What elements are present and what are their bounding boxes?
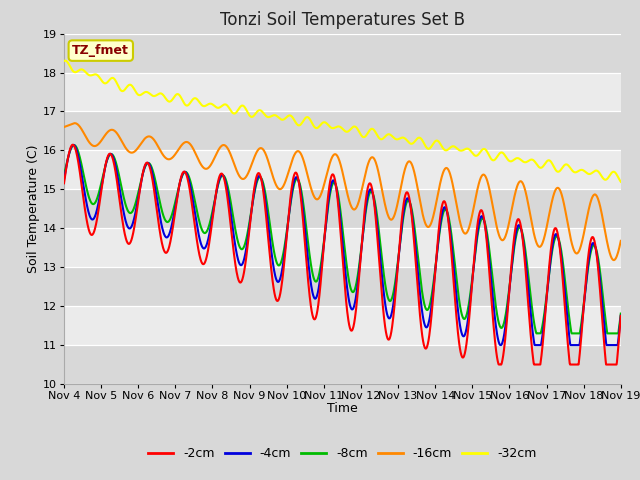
Bar: [64, 267, 621, 306]
Bar: [64, 189, 621, 228]
Bar: [64, 34, 621, 72]
Text: TZ_fmet: TZ_fmet: [72, 44, 129, 57]
Bar: [64, 111, 621, 150]
Bar: [64, 150, 621, 189]
Bar: [64, 228, 621, 267]
Bar: [64, 345, 621, 384]
Legend: -2cm, -4cm, -8cm, -16cm, -32cm: -2cm, -4cm, -8cm, -16cm, -32cm: [143, 443, 541, 465]
Title: Tonzi Soil Temperatures Set B: Tonzi Soil Temperatures Set B: [220, 11, 465, 29]
Bar: [64, 306, 621, 345]
X-axis label: Time: Time: [327, 402, 358, 415]
Y-axis label: Soil Temperature (C): Soil Temperature (C): [27, 144, 40, 273]
Bar: [64, 72, 621, 111]
